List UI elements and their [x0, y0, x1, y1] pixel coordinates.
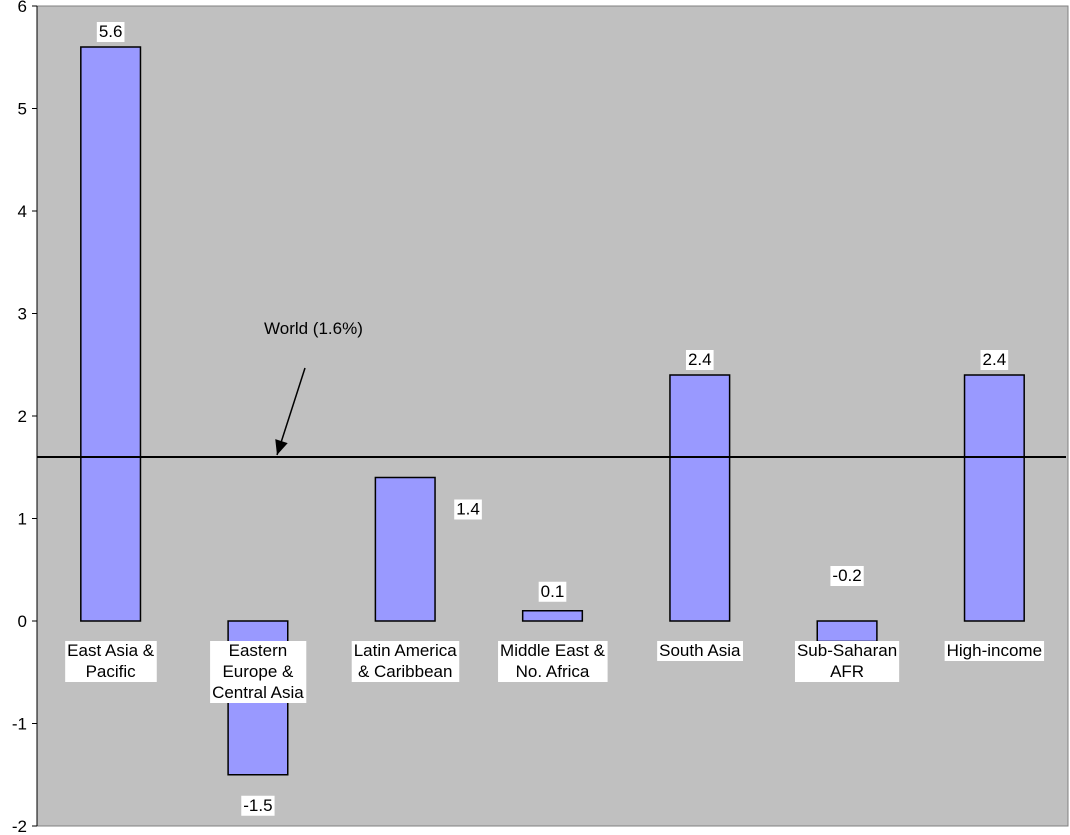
category-label-text: Sub-Saharan [797, 641, 897, 660]
y-tick-label: 0 [18, 612, 27, 631]
category-label-text: No. Africa [516, 662, 590, 681]
category-label: Eastern Europe & Central Asia [210, 641, 307, 703]
data-label-background [830, 566, 864, 586]
data-label-background [685, 350, 714, 370]
category-label-text: Latin America [354, 641, 458, 660]
data-label-background [538, 581, 567, 602]
category-label-background [65, 641, 157, 682]
category-label: South Asia [657, 641, 743, 661]
bar [669, 374, 731, 622]
y-tick-label: 2 [18, 407, 27, 426]
annotation-arrow-shaft [276, 367, 306, 456]
category-label: Sub-Saharan AFR [794, 641, 900, 682]
data-label-text: 1.4 [456, 500, 480, 519]
category-label-text: Pacific [86, 662, 137, 681]
bar [963, 374, 1025, 622]
y-tick-label: 1 [18, 510, 27, 529]
category-label-text: AFR [830, 662, 864, 681]
data-label: -1.5 [241, 795, 275, 816]
y-tick-label: 5 [18, 100, 27, 119]
bar [80, 46, 142, 622]
data-label-text: 0.1 [541, 582, 565, 601]
y-tick-label: 3 [18, 305, 27, 324]
category-label: Middle East & No. Africa [498, 641, 608, 682]
data-label-text: 5.6 [99, 22, 123, 41]
data-label: -0.2 [830, 566, 864, 586]
category-label-text: High-income [947, 641, 1042, 660]
category-label: High-income [944, 641, 1045, 661]
reference-line-group: World (1.6%) [37, 319, 1066, 458]
category-label-background [498, 641, 608, 682]
y-axis: -2 -1 0 1 2 3 4 5 6 [12, 0, 38, 835]
y-tick-label: -2 [12, 817, 27, 835]
category-label-text: Central Asia [212, 683, 304, 702]
category-label-text: Eastern [229, 641, 288, 660]
value-labels: 5.6 -1.5 1.4 0.1 2.4 -0.2 2.4 [96, 22, 1009, 816]
category-label-background [944, 641, 1045, 661]
bar [816, 620, 878, 643]
category-label-text: South Asia [659, 641, 741, 660]
category-label-text: Middle East & [500, 641, 606, 660]
data-label-background [980, 350, 1009, 370]
data-label-text: -0.2 [832, 566, 861, 585]
data-label: 5.6 [96, 22, 125, 42]
annotation-arrow-head [275, 439, 288, 455]
y-tick-label: 4 [18, 202, 27, 221]
category-label-text: East Asia & [67, 641, 155, 660]
data-label: 1.4 [454, 499, 482, 520]
y-tick-label: -1 [12, 715, 27, 734]
category-labels: East Asia & Pacific Eastern Europe & Central… [65, 641, 1045, 703]
category-label: Latin America & Caribbean [351, 641, 460, 682]
category-label-background [351, 641, 460, 682]
world-annotation-label: World (1.6%) [264, 319, 363, 338]
category-label-text: Europe & [222, 662, 294, 681]
category-label-background [657, 641, 743, 661]
bar [521, 610, 584, 622]
y-tick-label: 6 [18, 0, 27, 16]
bar [374, 476, 436, 622]
category-label-text: & Caribbean [358, 662, 453, 681]
category-label: East Asia & Pacific [65, 641, 157, 682]
data-label: 2.4 [980, 350, 1009, 370]
category-label-background [210, 641, 307, 703]
data-label-background [454, 499, 482, 520]
data-label-text: 2.4 [688, 350, 712, 369]
category-label-background [794, 641, 900, 682]
data-label: 0.1 [538, 581, 567, 602]
data-label-background [96, 22, 125, 42]
plot-area [36, 5, 1069, 827]
data-label-background [241, 795, 275, 816]
data-label: 2.4 [685, 350, 714, 370]
data-label-text: -1.5 [243, 796, 272, 815]
data-label-text: 2.4 [983, 350, 1007, 369]
